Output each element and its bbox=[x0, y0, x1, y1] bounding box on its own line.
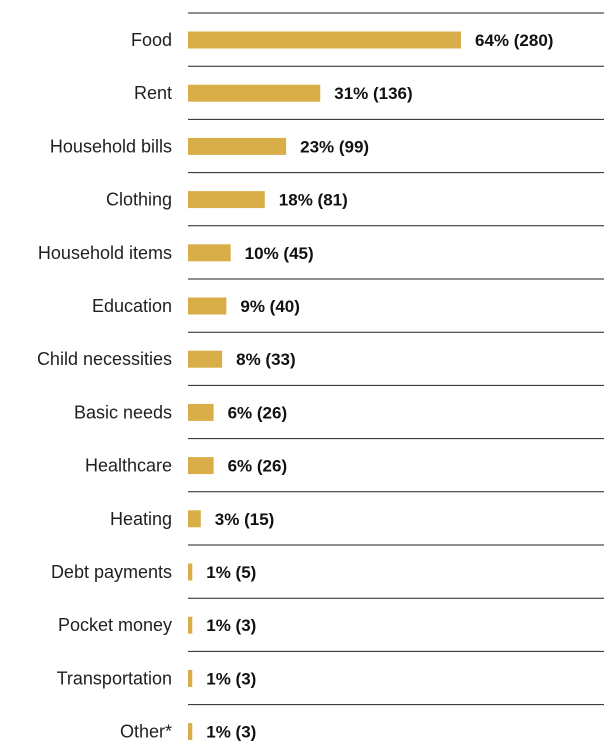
data-label: 3% (15) bbox=[215, 510, 275, 529]
category-label: Rent bbox=[134, 83, 172, 103]
data-label: 23% (99) bbox=[300, 137, 369, 156]
bar bbox=[188, 137, 287, 155]
data-label: 1% (3) bbox=[206, 669, 256, 688]
data-label: 1% (3) bbox=[206, 723, 256, 742]
data-label: 18% (81) bbox=[279, 191, 348, 210]
bar bbox=[188, 457, 214, 475]
data-label: 9% (40) bbox=[240, 297, 300, 316]
category-label: Pocket money bbox=[58, 615, 172, 635]
category-label: Household bills bbox=[50, 136, 172, 156]
bar bbox=[188, 297, 227, 315]
bar bbox=[188, 403, 214, 421]
bar bbox=[188, 669, 193, 687]
category-label: Household items bbox=[38, 243, 172, 263]
bar bbox=[188, 191, 265, 209]
data-label: 6% (26) bbox=[228, 403, 288, 422]
bar bbox=[188, 31, 461, 49]
chart-rows: Food 64% (280) Rent 31% (136) Household bill… bbox=[37, 12, 604, 742]
data-label: 31% (136) bbox=[334, 84, 412, 103]
data-label: 8% (33) bbox=[236, 350, 296, 369]
data-label: 6% (26) bbox=[228, 457, 288, 476]
data-label: 1% (3) bbox=[206, 616, 256, 635]
category-label: Healthcare bbox=[85, 456, 172, 476]
category-label: Basic needs bbox=[74, 402, 172, 422]
data-label: 10% (45) bbox=[245, 244, 314, 263]
data-label: 64% (280) bbox=[475, 31, 553, 50]
category-label: Heating bbox=[110, 509, 172, 529]
bar bbox=[188, 244, 231, 262]
category-label: Other* bbox=[120, 722, 172, 742]
bar bbox=[188, 616, 193, 634]
bar bbox=[188, 84, 321, 102]
category-label: Education bbox=[92, 296, 172, 316]
bar bbox=[188, 723, 193, 741]
bar bbox=[188, 563, 193, 581]
category-label: Food bbox=[131, 30, 172, 50]
category-label: Debt payments bbox=[51, 562, 172, 582]
bar bbox=[188, 510, 201, 528]
category-label: Clothing bbox=[106, 190, 172, 210]
bar bbox=[188, 350, 223, 368]
data-label: 1% (5) bbox=[206, 563, 256, 582]
category-label: Transportation bbox=[57, 668, 172, 688]
category-label: Child necessities bbox=[37, 349, 172, 369]
